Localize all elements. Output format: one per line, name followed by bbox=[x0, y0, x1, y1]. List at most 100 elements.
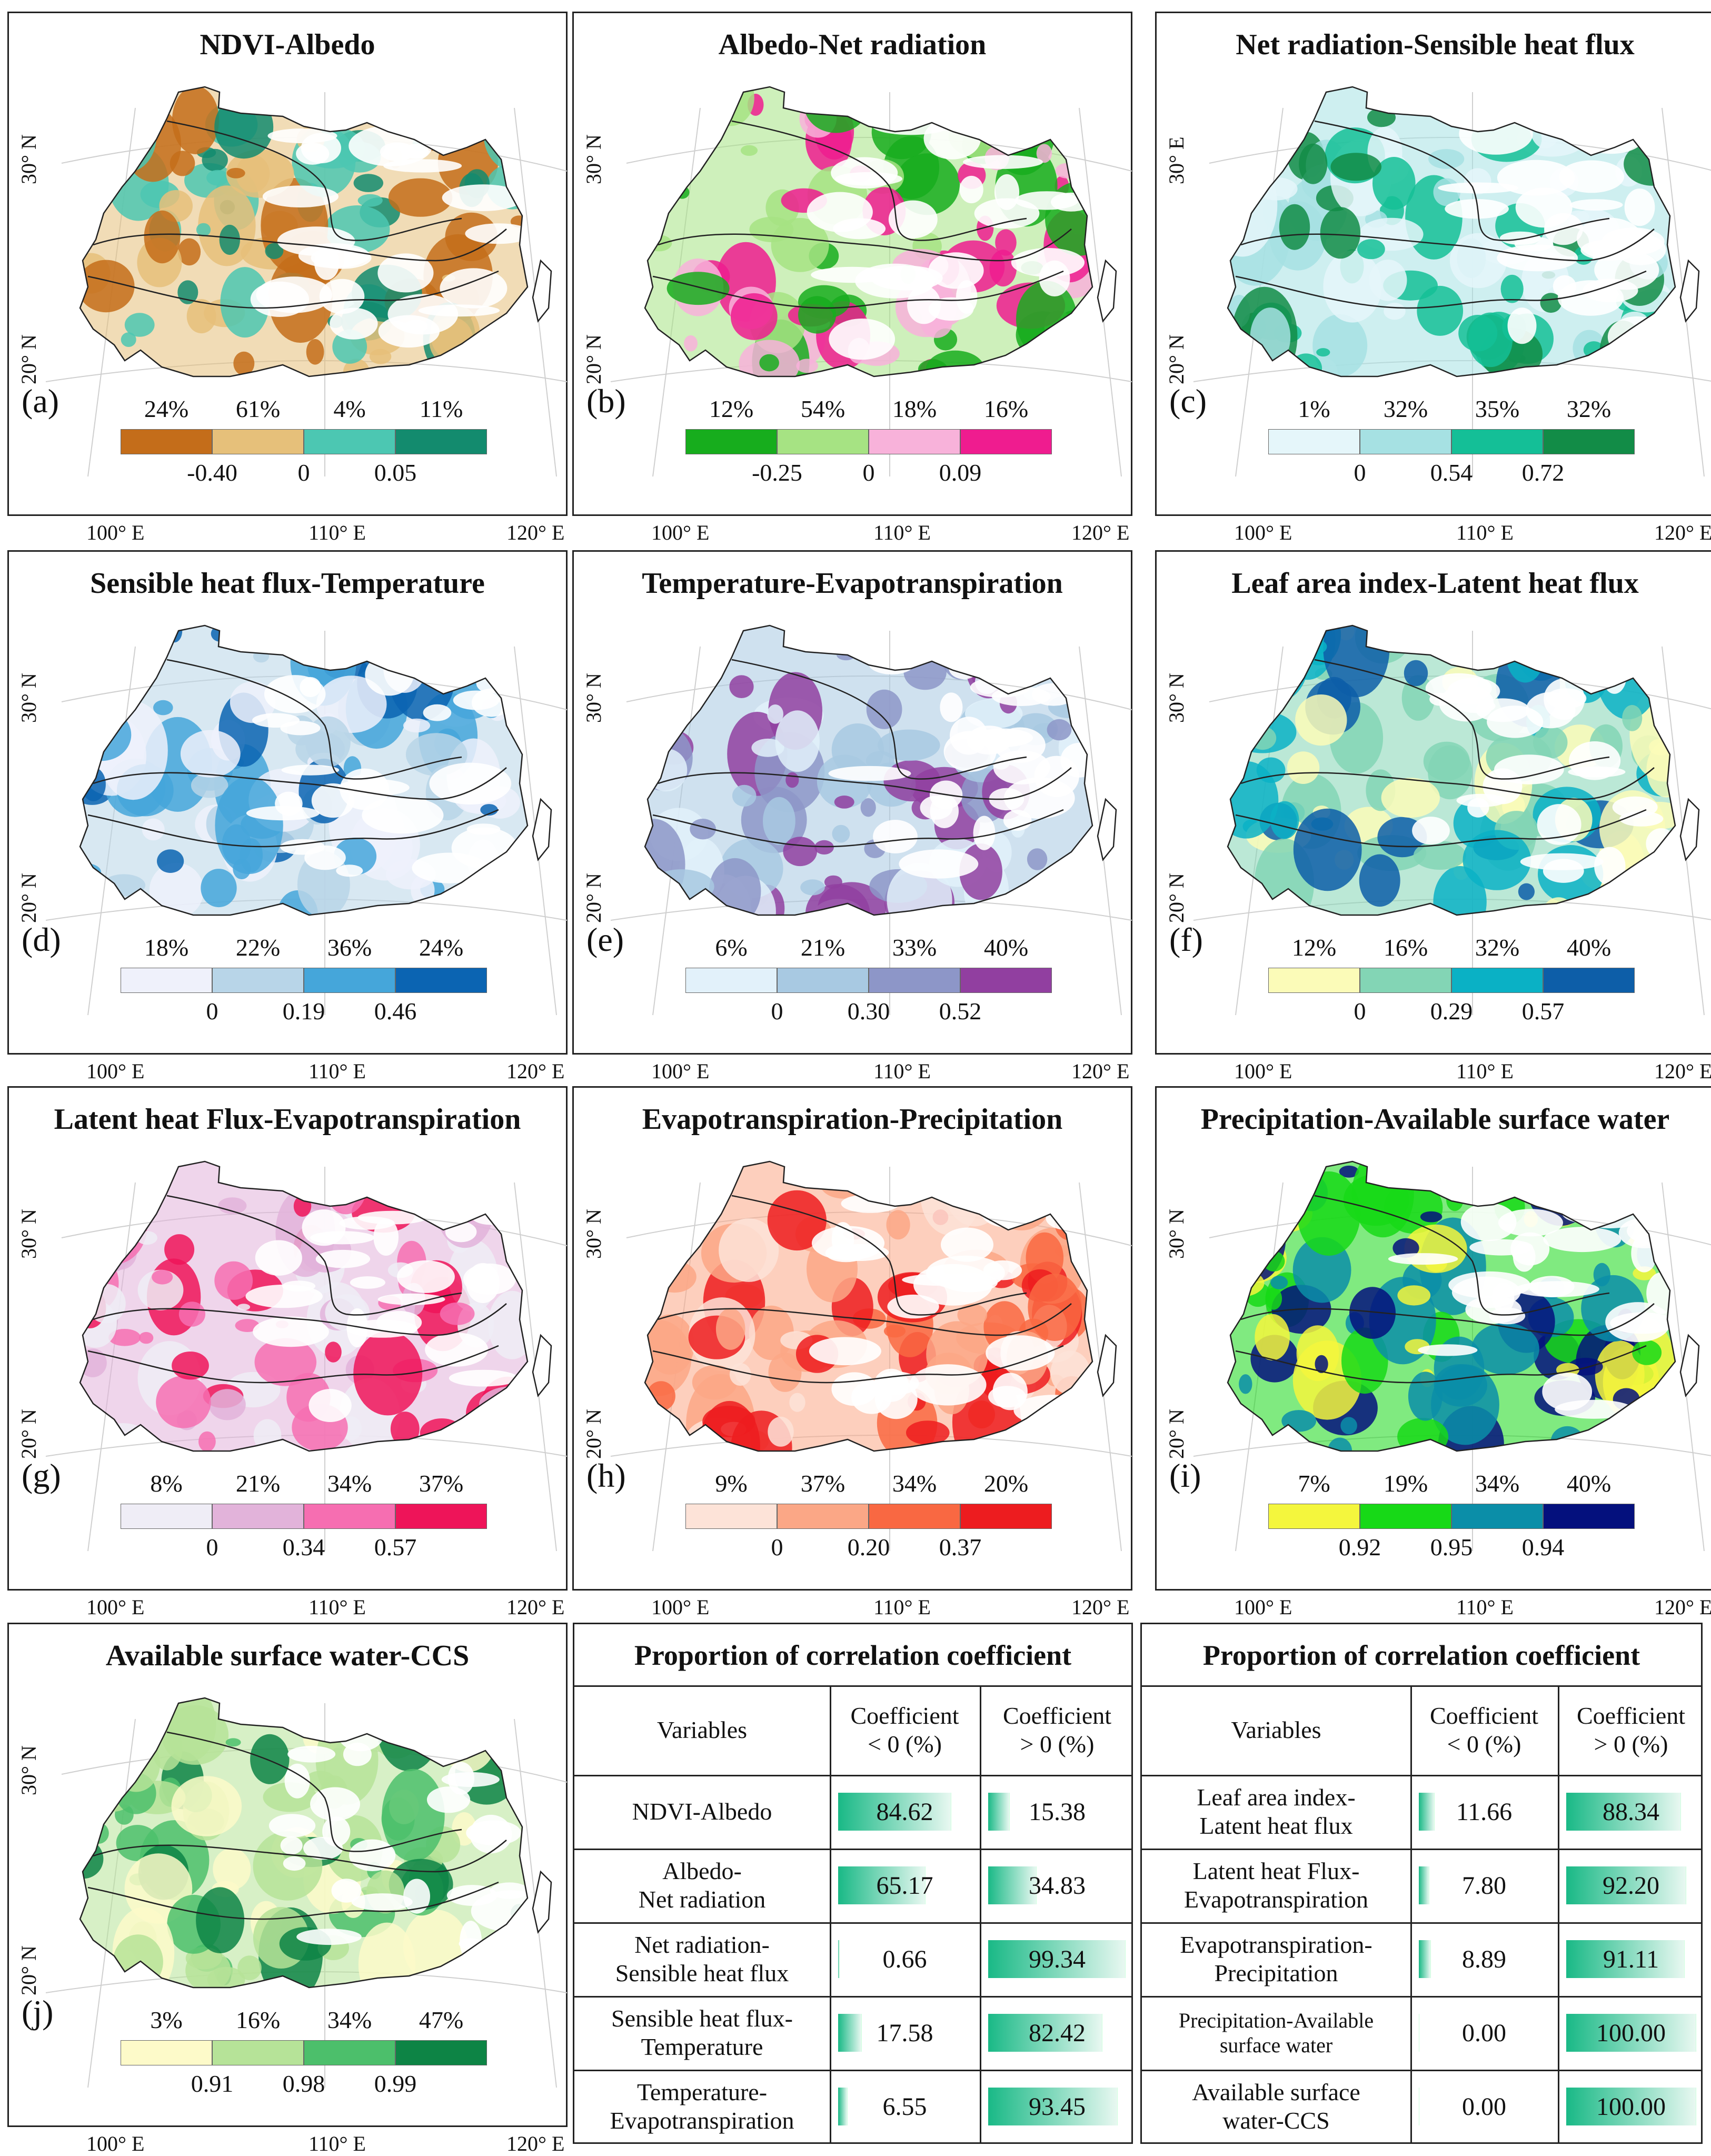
colorbar-threshold: 0 bbox=[1354, 459, 1366, 486]
map-gap bbox=[1569, 199, 1623, 211]
lat-label-20: 20° N bbox=[17, 1409, 41, 1459]
colorbar-threshold: 0.94 bbox=[1521, 1534, 1565, 1561]
map-patch bbox=[80, 687, 94, 702]
colorbar-segment bbox=[395, 2040, 487, 2065]
positive-bar: 100.00 bbox=[1566, 2006, 1696, 2059]
map-patch bbox=[306, 339, 324, 365]
map-patch bbox=[479, 1386, 528, 1423]
zone-line bbox=[731, 659, 1027, 780]
map-patch bbox=[1021, 1171, 1047, 1199]
lon-label: 110° E bbox=[1456, 1059, 1514, 1083]
map-gap bbox=[1438, 182, 1519, 194]
zone-line bbox=[1240, 767, 1655, 800]
map-patch bbox=[1550, 1426, 1584, 1451]
region-outline bbox=[644, 624, 1093, 916]
map-gap bbox=[1459, 113, 1533, 155]
map-patch bbox=[376, 1698, 442, 1772]
panel-letter: (g) bbox=[22, 1457, 61, 1494]
header-positive-line: > 0 (%) bbox=[1020, 1731, 1095, 1757]
map-patch bbox=[732, 784, 757, 807]
map-patch bbox=[493, 1402, 515, 1426]
map-patch bbox=[1228, 1161, 1265, 1192]
map-patch bbox=[1425, 625, 1452, 650]
map-gap bbox=[831, 1244, 889, 1261]
row-label-line: Net radiation bbox=[638, 1886, 766, 1913]
map-patch bbox=[106, 122, 144, 164]
map-patch bbox=[1506, 628, 1545, 683]
map-fill bbox=[645, 1161, 1092, 1451]
map-patch bbox=[976, 625, 1031, 668]
map-patch bbox=[1392, 1238, 1419, 1258]
colorbar-segment bbox=[777, 1504, 869, 1529]
header-positive-line: Coefficient bbox=[1002, 1702, 1112, 1729]
map-patch bbox=[129, 1193, 146, 1210]
map-patch bbox=[153, 700, 173, 716]
zone-line bbox=[87, 270, 499, 309]
lon-label: 110° E bbox=[873, 521, 931, 544]
legend-percentage: 33% bbox=[892, 934, 937, 961]
negative-bar: 17.58 bbox=[838, 2006, 971, 2059]
map-gap bbox=[296, 143, 330, 165]
colorbar-segment bbox=[1360, 968, 1451, 993]
map-patch bbox=[357, 194, 383, 207]
island-outline bbox=[1097, 259, 1117, 323]
bar-value: 34.83 bbox=[1029, 1871, 1086, 1900]
map-gap bbox=[387, 294, 459, 335]
positive-bar: 15.38 bbox=[988, 1785, 1126, 1838]
map-patch bbox=[1054, 1204, 1085, 1240]
table-title: Proportion of correlation coefficient bbox=[634, 1640, 1072, 1671]
map-gap bbox=[460, 1921, 482, 1962]
lat-label-20: 20° N bbox=[582, 873, 605, 923]
map-gap bbox=[490, 1882, 528, 1900]
map-patch bbox=[1449, 233, 1507, 289]
lon-label: 100° E bbox=[651, 1595, 710, 1619]
header-positive: Coefficient > 0 (%) bbox=[1558, 1685, 1704, 1775]
map-patch bbox=[482, 1161, 526, 1179]
bar-value: 0.00 bbox=[1462, 2019, 1506, 2047]
map-patch bbox=[440, 1302, 475, 1325]
bar bbox=[838, 1940, 840, 1978]
map-patch bbox=[196, 1887, 245, 1953]
map-patch bbox=[832, 824, 850, 843]
legend-percentage: 16% bbox=[1383, 934, 1428, 961]
panel-letter: (b) bbox=[586, 382, 626, 420]
lat-label-30: 30° E bbox=[1165, 136, 1188, 184]
colorbar-segment bbox=[685, 1504, 777, 1529]
row-label-line: Net radiation- bbox=[634, 1931, 770, 1958]
map-patch bbox=[382, 1768, 445, 1862]
map-gap bbox=[337, 1717, 384, 1752]
bar bbox=[1566, 2014, 1696, 2052]
header-negative: Coefficient < 0 (%) bbox=[1410, 1685, 1558, 1775]
map-patch bbox=[1230, 672, 1275, 706]
bar bbox=[1566, 1940, 1685, 1978]
colorbar-segment bbox=[1451, 968, 1543, 993]
region-outline bbox=[1227, 86, 1676, 377]
row-label: Net radiation- Sensible heat flux bbox=[574, 1922, 830, 1996]
map-gap bbox=[449, 1369, 519, 1387]
map-patch bbox=[1228, 1210, 1258, 1260]
bar-value: 99.34 bbox=[1029, 1945, 1086, 1973]
map-patch bbox=[652, 1261, 697, 1293]
colorbar-threshold: 0.05 bbox=[374, 459, 417, 486]
panel-title: Leaf area index-Latent heat flux bbox=[1231, 567, 1639, 600]
map-gap bbox=[453, 690, 500, 710]
zone-line bbox=[166, 120, 462, 241]
map-patch bbox=[1624, 1430, 1662, 1451]
panel-letter: (j) bbox=[22, 1993, 54, 2031]
map-gap bbox=[888, 200, 938, 239]
legend-percentage: 19% bbox=[1383, 1470, 1428, 1497]
map-gap bbox=[928, 297, 974, 321]
lon-label: 120° E bbox=[1654, 1595, 1711, 1619]
map-fill bbox=[80, 87, 528, 376]
map-patch bbox=[1299, 143, 1328, 184]
map-patch bbox=[645, 1314, 694, 1375]
island-outline bbox=[1097, 798, 1117, 861]
bar bbox=[1419, 1793, 1435, 1831]
colorbar-threshold: 0.46 bbox=[374, 998, 417, 1025]
region-outline bbox=[644, 1160, 1093, 1452]
legend-percentage: 11% bbox=[419, 395, 463, 422]
region-outline bbox=[79, 1160, 529, 1452]
map-patch bbox=[820, 1169, 868, 1199]
table-rule bbox=[1142, 1775, 1701, 1776]
map-patch bbox=[1320, 207, 1361, 259]
